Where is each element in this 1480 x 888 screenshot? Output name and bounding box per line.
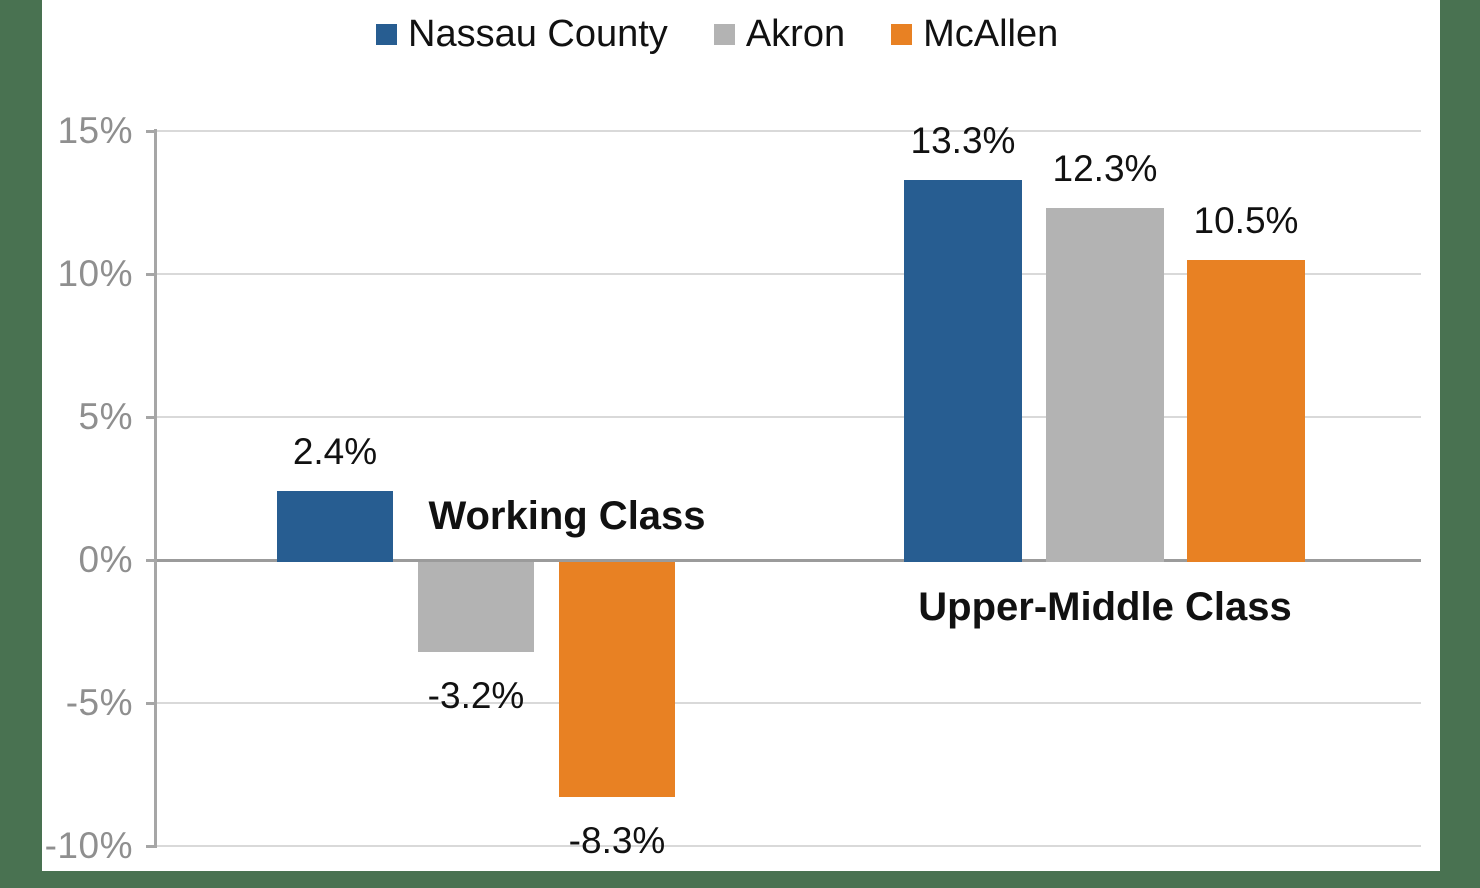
data-label-nassau-county-working-class: 2.4% [292,431,378,472]
legend-item-mcallen: McAllen [891,12,1058,56]
gridline-5 [157,416,1421,418]
legend-label: Nassau County [408,13,668,55]
category-label-upper-middle-class: Upper-Middle Class [918,585,1292,629]
bar-akron-upper-middle-class [1046,208,1164,562]
gridline-15 [157,130,1421,132]
data-label-mcallen-upper-middle-class: 10.5% [1193,200,1299,241]
bar-nassau-county-working-class [277,491,393,562]
gridline-5 [157,702,1421,704]
chart-legend: Nassau County Akron McAllen [376,12,1058,56]
tick-mark-0 [146,559,157,562]
legend-label: McAllen [923,13,1059,55]
gridline-10 [157,845,1421,847]
legend-swatch-icon [376,23,397,45]
bar-mcallen-upper-middle-class [1187,260,1305,562]
tick-mark-15 [146,130,157,133]
tick-mark-10 [146,845,157,848]
legend-swatch-icon [891,23,913,45]
legend-swatch-icon [713,23,735,45]
y-tick-label-10: -10% [44,825,133,866]
category-label-working-class: Working Class [428,494,706,538]
legend-item-nassau-county: Nassau County [376,12,668,56]
bar-nassau-county-upper-middle-class [904,180,1022,562]
data-label-nassau-county-upper-middle-class: 13.3% [910,120,1016,161]
bar-akron-working-class [418,562,534,652]
gridline-10 [157,273,1421,275]
data-label-akron-upper-middle-class: 12.3% [1052,148,1158,189]
y-tick-label-10: 10% [57,253,133,294]
zero-axis-line [157,559,1421,562]
y-tick-label-15: 15% [57,110,133,151]
tick-mark-5 [146,702,157,705]
tick-mark-10 [146,273,157,276]
y-tick-label-0: 0% [78,539,133,580]
y-tick-label-5: 5% [78,396,133,437]
legend-label: Akron [745,13,846,55]
y-tick-label-5: -5% [65,682,133,723]
y-axis-line [154,129,157,848]
data-label-mcallen-working-class: -8.3% [568,820,666,861]
legend-item-akron: Akron [713,12,846,56]
data-label-akron-working-class: -3.2% [427,675,525,716]
tick-mark-5 [146,416,157,419]
bar-mcallen-working-class [559,562,675,797]
